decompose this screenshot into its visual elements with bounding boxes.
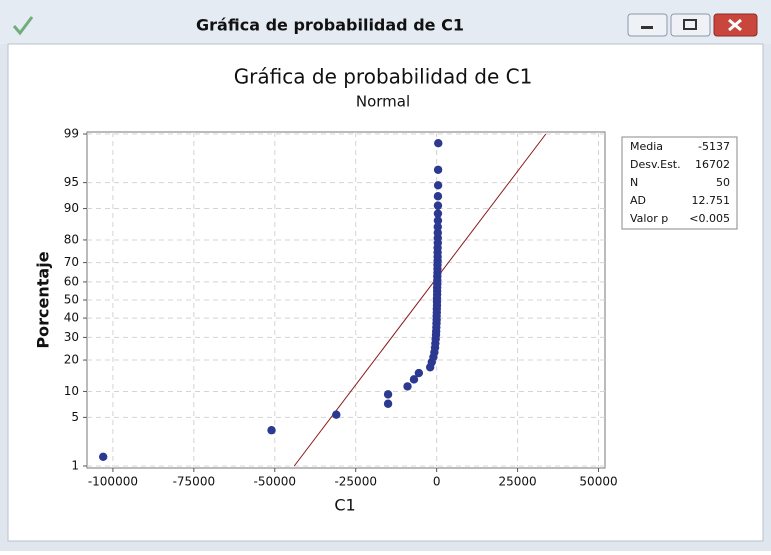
y-tick-label: 20 (64, 353, 79, 367)
stat-value: 50 (716, 176, 730, 189)
y-tick-label: 50 (64, 293, 79, 307)
x-axis-label: C1 (334, 496, 355, 515)
stat-label: Valor p (630, 212, 668, 225)
data-point (383, 399, 393, 408)
stats-box (621, 136, 738, 230)
y-tick-label: 10 (64, 384, 79, 398)
data-point (332, 410, 341, 419)
y-tick-label: 40 (64, 311, 79, 325)
stat-label: AD (630, 194, 646, 207)
data-point (433, 216, 443, 225)
data-point (267, 426, 276, 435)
data-point (403, 382, 412, 391)
data-point (433, 165, 443, 174)
y-tick-label: 30 (64, 330, 79, 344)
data-point (414, 368, 424, 378)
close-button[interactable] (713, 13, 758, 37)
stat-label: N (630, 176, 638, 189)
y-tick-label: 95 (64, 175, 79, 189)
y-tick-label: 5 (71, 410, 79, 424)
window-title: Gráfica de probabilidad de C1 (196, 16, 464, 35)
stat-value: 12.751 (692, 194, 731, 207)
x-tick-label: -50000 (254, 475, 297, 489)
data-point (409, 375, 419, 384)
stat-label: Media (630, 140, 663, 153)
y-tick-label: 80 (64, 232, 79, 246)
data-point (433, 209, 443, 218)
data-point (433, 228, 442, 237)
app-icon (12, 16, 34, 36)
stat-value: <0.005 (689, 212, 730, 225)
data-point (383, 390, 393, 399)
data-point (98, 452, 108, 461)
chart-subtitle: Normal (356, 93, 410, 111)
y-tick-label: 1 (71, 459, 79, 473)
x-tick-label: 25000 (498, 475, 536, 489)
x-tick-label: 50000 (579, 475, 617, 489)
data-point (434, 139, 443, 148)
data-point (433, 192, 443, 201)
data-point (433, 201, 443, 210)
y-tick-label: 60 (64, 274, 79, 288)
x-tick-label: -25000 (334, 475, 377, 489)
y-tick-label: 90 (64, 201, 79, 215)
plot-area (86, 131, 606, 469)
y-tick-label: 99 (64, 127, 79, 141)
x-tick-label: -100000 (88, 475, 138, 489)
data-point (433, 181, 443, 190)
stat-value: 16702 (695, 158, 730, 171)
stat-label: Desv.Est. (630, 158, 681, 171)
chart-title: Gráfica de probabilidad de C1 (234, 65, 533, 89)
y-axis-label: Porcentaje (34, 251, 53, 348)
x-tick-label: -75000 (173, 475, 216, 489)
stat-value: -5137 (698, 140, 730, 153)
minimize-button[interactable] (627, 13, 668, 37)
y-tick-label: 70 (64, 255, 79, 269)
data-point (433, 222, 442, 232)
maximize-button[interactable] (670, 13, 711, 37)
x-tick-label: 0 (433, 475, 441, 489)
